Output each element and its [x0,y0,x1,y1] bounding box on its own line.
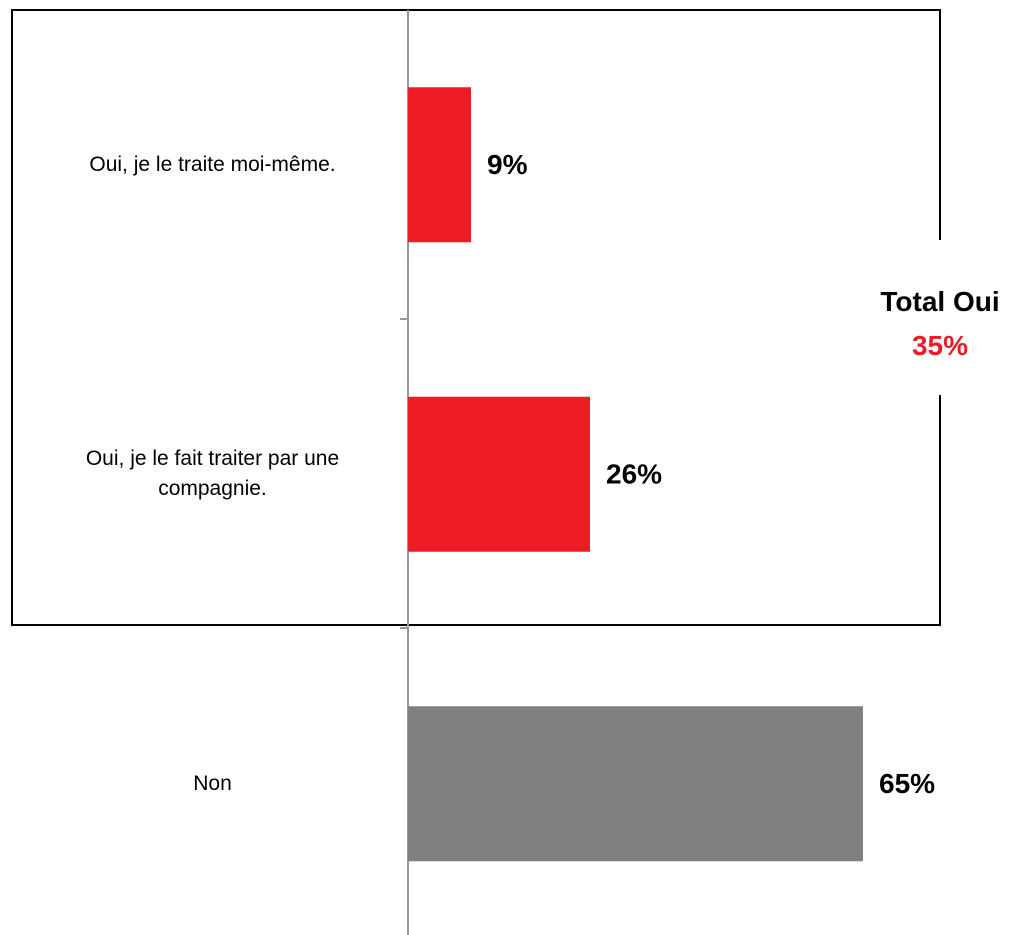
category-label: Non [193,771,232,795]
bar [408,87,471,243]
value-label: 65% [879,768,935,799]
bar [408,706,863,862]
annotation-total: 35% [911,330,969,361]
category-label: Oui, je le fait traiter par une compagni… [85,447,340,501]
value-label: 9% [487,149,528,180]
group-box [11,9,941,626]
box-gap [860,240,1017,395]
bar [408,396,590,552]
annotation-title: Total Oui [880,286,1000,317]
category-label: Oui, je le traite moi-même. [89,152,336,176]
value-label: 26% [606,459,662,490]
